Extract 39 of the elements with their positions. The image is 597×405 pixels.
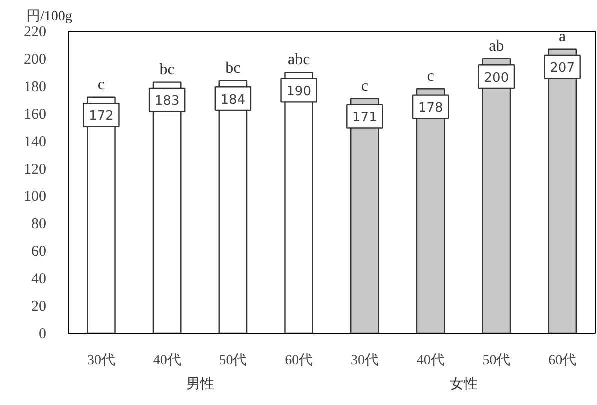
y-tick-label: 200 (24, 52, 46, 68)
annotation: abc (288, 52, 310, 69)
y-tick-label: 160 (24, 106, 46, 123)
y-tick-label: 40 (32, 272, 46, 288)
data-label: 190 (286, 84, 312, 100)
y-tick-label: 60 (32, 244, 46, 260)
annotation: c (361, 78, 368, 95)
annotation: bc (160, 61, 175, 78)
text: 女性 (450, 376, 478, 392)
x-tick-label: 50代 (219, 352, 248, 368)
data-label: 184 (220, 92, 246, 108)
y-tick-label: 20 (32, 299, 46, 316)
data-label: 207 (550, 61, 575, 76)
y-tick-label: 140 (24, 134, 46, 150)
data-label: 200 (484, 70, 510, 86)
y-tick-label: 120 (24, 162, 46, 178)
y-tick-label: 100 (24, 189, 46, 206)
y-axis-title: 円/100g (26, 10, 72, 24)
data-label: 171 (352, 110, 378, 126)
annotation: c (427, 68, 434, 86)
x-tick-label: 40代 (153, 352, 182, 368)
x-tick-label: 40代 (416, 352, 445, 368)
annotation: c (98, 76, 105, 94)
x-tick-label: 60代 (285, 352, 314, 368)
y-tick-label: 0 (39, 326, 46, 342)
data-label: 172 (89, 109, 114, 124)
data-label: 178 (418, 101, 444, 116)
y-tick-label: 80 (32, 216, 46, 233)
data-label: 183 (154, 94, 180, 110)
x-tick-label: 30代 (350, 352, 379, 368)
y-tick-label: 220 (24, 24, 46, 40)
annotation: bc (226, 60, 241, 77)
annotation: ab (489, 38, 504, 55)
text: 男性 (186, 376, 214, 392)
y-tick-label: 180 (24, 79, 46, 96)
x-tick-label: 50代 (482, 352, 511, 368)
annotation: a (559, 28, 566, 46)
x-tick-label: 60代 (548, 352, 577, 368)
x-tick-label: 30代 (87, 352, 116, 368)
